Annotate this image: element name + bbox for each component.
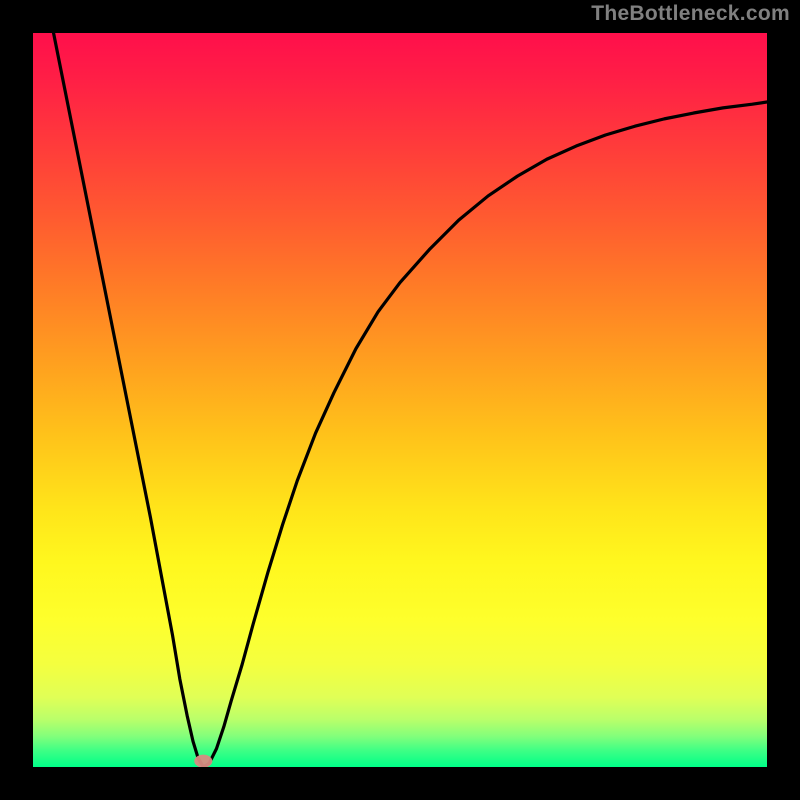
watermark-text: TheBottleneck.com: [591, 2, 790, 26]
chart-frame: TheBottleneck.com: [0, 0, 800, 800]
gradient-background: [33, 33, 767, 767]
chart-svg: [33, 33, 767, 767]
plot-area: [33, 33, 767, 767]
